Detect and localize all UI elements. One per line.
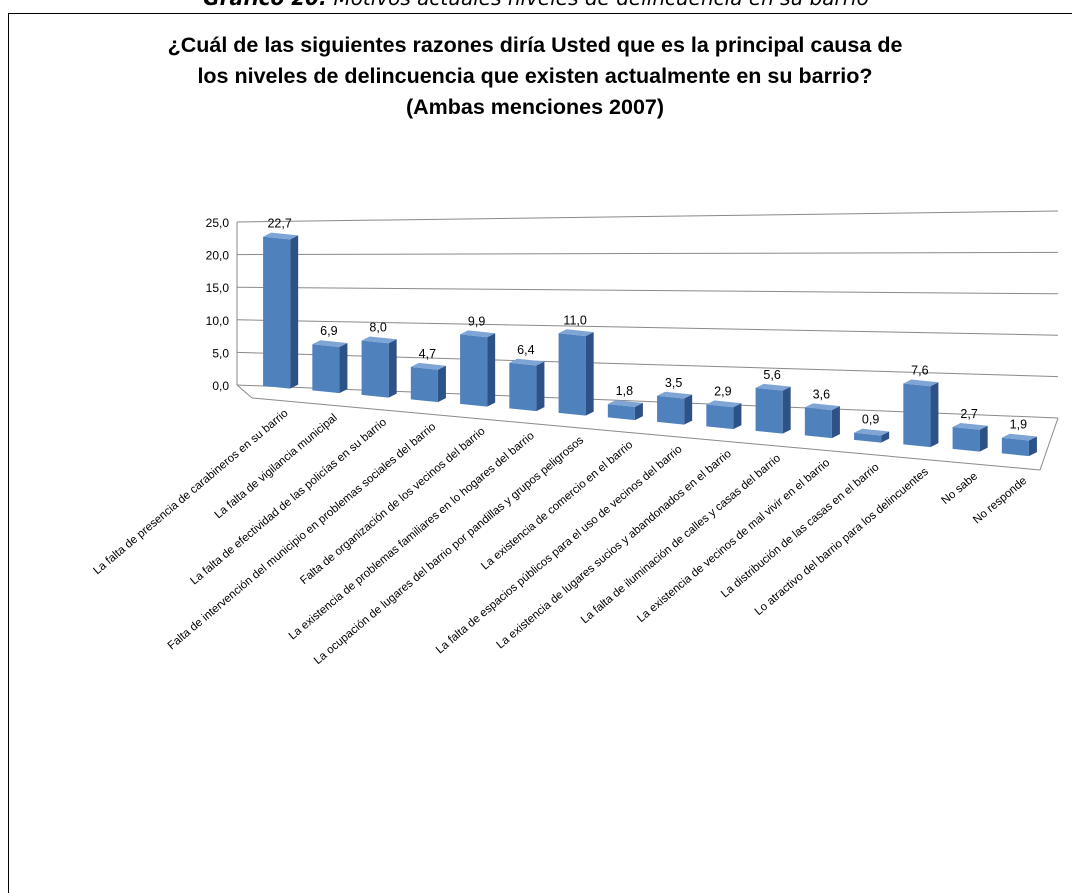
bar-side — [290, 235, 299, 389]
bar-side — [487, 333, 496, 407]
bar-side — [782, 386, 791, 434]
chart-frame — [8, 13, 1072, 893]
data-label: 3,6 — [813, 387, 830, 401]
data-label: 8,0 — [369, 320, 386, 334]
bar-side — [388, 339, 397, 398]
bar — [854, 432, 882, 443]
data-label: 9,9 — [468, 314, 485, 328]
data-label: 5,6 — [763, 368, 780, 382]
x-tick-label: La falta de efectividad de las policías … — [188, 416, 389, 587]
bar-top — [312, 340, 348, 348]
bar — [706, 404, 734, 430]
bar-top — [460, 330, 496, 338]
bar-side — [733, 403, 742, 430]
gridline — [236, 251, 1059, 256]
x-tick-label: Falta de organización de los vecinos del… — [298, 425, 487, 587]
y-tick-label: 20,0 — [206, 249, 230, 263]
bar-side — [684, 394, 693, 425]
bar-top — [755, 383, 791, 391]
x-tick-label: No sabe — [940, 470, 981, 507]
bar-top — [804, 403, 840, 411]
y-tick-label: 10,0 — [206, 314, 230, 328]
bar-top — [952, 422, 988, 430]
x-tick-label: No responde — [971, 475, 1029, 527]
y-tick-label: 15,0 — [206, 281, 230, 295]
bar — [755, 387, 783, 434]
x-tick-label: La falta de espacios públicos para el us… — [434, 443, 685, 656]
bar-side — [831, 406, 840, 439]
bar — [460, 334, 488, 407]
data-label: 0,9 — [862, 413, 879, 427]
chart-title-line-3: (Ambas menciones 2007) — [405, 95, 665, 119]
x-tick-label: La falta de presencia de carabineros en … — [91, 407, 290, 577]
data-label: 3,5 — [665, 376, 682, 390]
bar — [361, 340, 389, 398]
data-label: 1,9 — [1010, 418, 1027, 432]
bar-side — [634, 402, 643, 421]
data-label: 6,9 — [320, 324, 337, 338]
bar-side — [930, 382, 939, 448]
y-tick-label: 5,0 — [212, 346, 229, 360]
bar-top — [657, 391, 693, 399]
floor-front-edge — [251, 397, 1041, 471]
figure-caption-text: Motivos actuales niveles de delincuencia… — [333, 0, 868, 10]
bar-top — [263, 232, 299, 240]
chart-title-line-2: los niveles de delincuencia que existen … — [197, 64, 873, 88]
bar-top — [903, 379, 939, 387]
x-tick-label: Falta de intervención del municipio en p… — [166, 421, 439, 652]
bar — [509, 362, 537, 412]
bar — [263, 236, 291, 389]
data-label: 22,7 — [267, 217, 291, 231]
bar-side — [979, 425, 988, 452]
bar — [952, 426, 980, 452]
floor-left-edge — [236, 384, 253, 399]
floor-right-edge — [1039, 417, 1059, 471]
data-label: 2,7 — [960, 407, 977, 421]
bar-top — [410, 362, 446, 370]
bar-side — [881, 431, 890, 443]
bar — [804, 407, 832, 439]
gridline — [236, 351, 1059, 378]
bar — [903, 383, 931, 448]
bar — [1001, 437, 1029, 457]
bar-side — [339, 343, 348, 394]
x-tick-label: La ocupación de lugares del barrio por p… — [312, 434, 586, 667]
bar-top — [706, 400, 742, 408]
figure-caption-label: Gráfico 20: — [203, 0, 327, 10]
bar-side — [585, 332, 594, 416]
gridline — [236, 286, 1059, 295]
chart-title: ¿Cuál de las siguientes razones diría Us… — [70, 30, 1000, 123]
data-label: 4,7 — [419, 347, 436, 361]
bar — [410, 366, 438, 403]
gridline — [236, 210, 1059, 223]
bar — [607, 404, 635, 421]
data-label: 1,8 — [616, 384, 633, 398]
data-label: 6,4 — [517, 343, 534, 357]
bar-side — [1028, 436, 1037, 457]
bar-top — [558, 329, 594, 337]
bar-top — [361, 336, 397, 344]
bar-top — [1001, 433, 1037, 441]
bar-side — [536, 361, 545, 412]
bar-top — [607, 400, 643, 407]
bar — [312, 344, 340, 394]
gridline — [236, 319, 1059, 336]
bar-top — [854, 428, 890, 436]
chart-title-line-1: ¿Cuál de las siguientes razones diría Us… — [167, 33, 903, 57]
data-label: 11,0 — [563, 313, 586, 327]
bar-top — [509, 358, 545, 366]
data-label: 7,6 — [911, 364, 928, 378]
bar — [657, 395, 685, 425]
y-tick-label: 25,0 — [206, 216, 230, 230]
y-tick-label: 0,0 — [212, 379, 229, 393]
figure-caption: Gráfico 20: Motivos actuales niveles de … — [0, 0, 1072, 10]
data-label: 2,9 — [714, 384, 731, 398]
bar — [558, 333, 586, 416]
x-tick-label: La existencia de problemas familiares en… — [287, 430, 537, 643]
bar-side — [437, 365, 446, 403]
x-tick-label: La falta de iluminación de calles y casa… — [579, 452, 783, 626]
x-tick-label: La existencia de vecinos de mal vivir en… — [635, 457, 832, 625]
